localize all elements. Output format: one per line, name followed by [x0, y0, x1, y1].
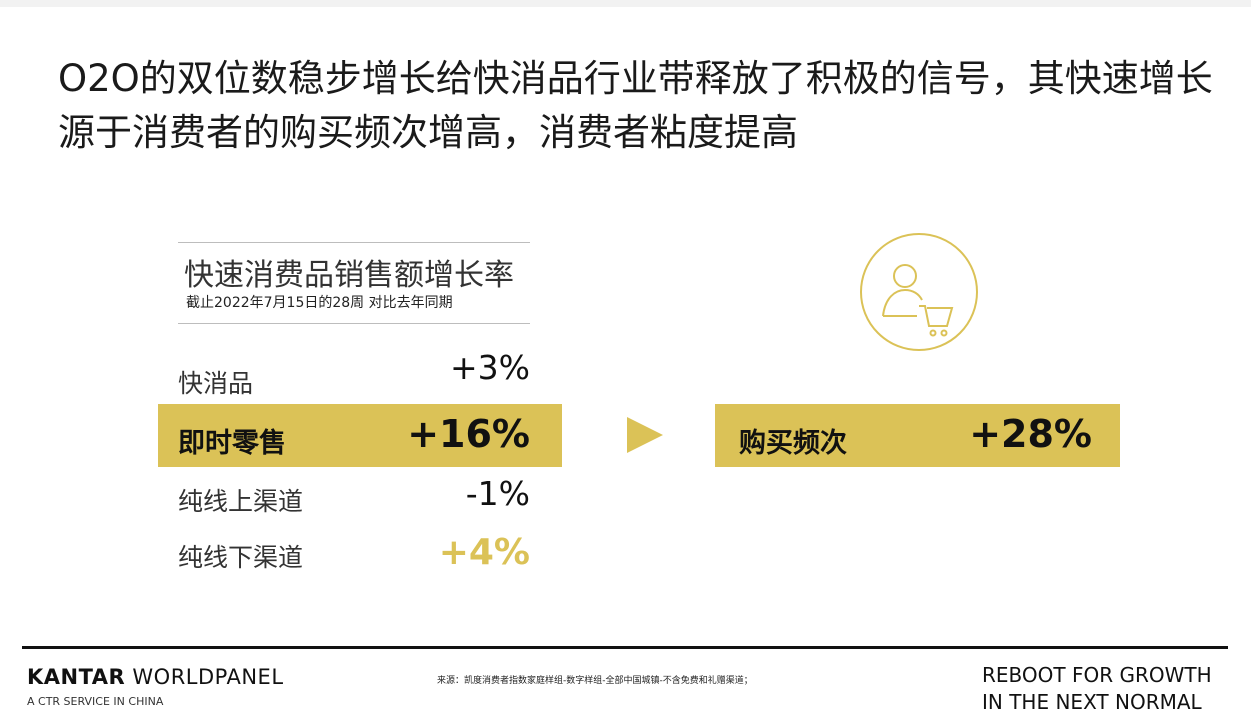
frequency-value: +28% [969, 412, 1092, 456]
arrow-right-icon [627, 417, 663, 453]
row-value: +3% [449, 348, 530, 387]
shopper-cart-icon [859, 232, 979, 352]
panel-subtitle: 截止2022年7月15日的28周 对比去年同期 [186, 295, 453, 311]
row-label: 纯线上渠道 [178, 487, 304, 516]
brand-subtitle: A CTR SERVICE IN CHINA [27, 695, 164, 708]
growth-row-instant-retail: 即时零售 +16% [158, 404, 562, 467]
brand-bold: KANTAR [27, 665, 126, 689]
panel-bottom-rule [178, 323, 530, 324]
panel-top-rule [178, 242, 530, 243]
panel-title: 快速消费品销售额增长率 [184, 258, 514, 293]
row-label: 快消品 [178, 369, 254, 398]
slogan-line-1: REBOOT FOR GROWTH [982, 663, 1212, 687]
frequency-label: 购买频次 [739, 428, 847, 459]
source-note: 来源：凯度消费者指数家庭样组-数字样组-全部中国城镇-不含免费和礼赠渠道； [437, 676, 753, 686]
row-label: 纯线下渠道 [178, 543, 304, 572]
brand-rest: WORLDPANEL [125, 665, 284, 689]
footer-rule [22, 646, 1228, 649]
growth-row-offline: 纯线下渠道 +4% [158, 524, 562, 587]
row-value: +4% [438, 532, 530, 573]
row-value: +16% [407, 412, 530, 456]
row-value: -1% [465, 474, 530, 513]
brand-logo: KANTAR WORLDPANEL [27, 665, 284, 689]
slogan-line-2: IN THE NEXT NORMAL [982, 690, 1202, 714]
slogan: REBOOT FOR GROWTH IN THE NEXT NORMAL [982, 662, 1212, 716]
slide-headline: O2O的双位数稳步增长给快消品行业带释放了积极的信号，其快速增长源于消费者的购买… [58, 57, 1213, 154]
row-label: 即时零售 [178, 428, 286, 459]
growth-row-fmcg: 快消品 +3% [158, 342, 562, 405]
purchase-frequency-row: 购买频次 +28% [715, 404, 1120, 467]
growth-row-online: 纯线上渠道 -1% [158, 468, 562, 531]
top-strip [0, 0, 1251, 7]
